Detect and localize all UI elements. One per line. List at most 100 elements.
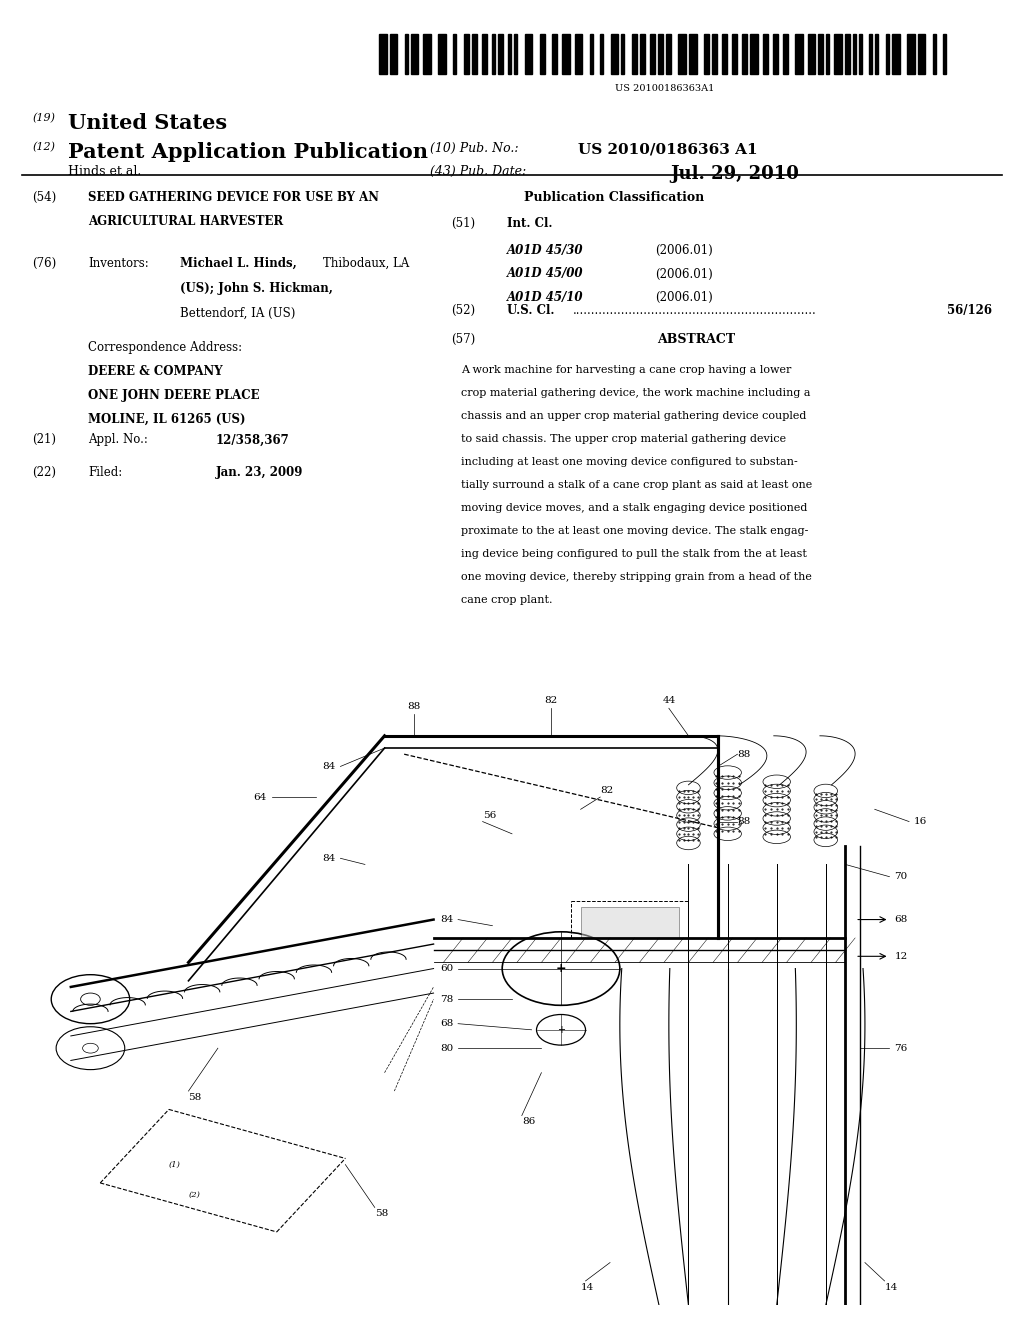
Text: (US); John S. Hickman,: (US); John S. Hickman, [180,282,333,294]
Text: one moving device, thereby stripping grain from a head of the: one moving device, thereby stripping gra… [461,573,812,582]
Text: A work machine for harvesting a cane crop having a lower: A work machine for harvesting a cane cro… [461,364,792,375]
Bar [640,34,645,74]
Text: crop material gathering device, the work machine including a: crop material gathering device, the work… [461,388,810,399]
Text: Hinds et al.: Hinds et al. [68,165,141,178]
Text: (76): (76) [32,257,56,269]
Text: (51): (51) [451,218,475,231]
Bar [773,34,777,74]
Bar [859,34,862,74]
Text: (19): (19) [32,114,55,124]
Bar [540,34,545,74]
Text: US 20100186363A1: US 20100186363A1 [615,84,715,94]
Text: (54): (54) [32,191,56,205]
Text: (2006.01): (2006.01) [655,268,713,280]
Bar [933,34,936,74]
Bar [650,34,655,74]
Bar [666,34,671,74]
Bar [622,34,625,74]
Text: Thibodaux, LA: Thibodaux, LA [324,257,410,269]
Bar [423,34,431,74]
Bar [464,34,469,74]
Text: chassis and an upper crop material gathering device coupled: chassis and an upper crop material gathe… [461,411,806,421]
Bar [482,34,487,74]
Bar [390,34,397,74]
Bar [454,34,457,74]
Bar [508,34,511,74]
Bar [689,34,696,74]
Text: A01D 45/30: A01D 45/30 [507,244,584,257]
Bar [892,34,899,74]
Bar [818,34,823,74]
Bar [657,34,663,74]
Bar [918,34,925,74]
Text: (2006.01): (2006.01) [655,292,713,304]
Bar [853,34,856,74]
Bar [796,34,803,74]
Bar [600,34,603,74]
Text: United States: United States [68,114,227,133]
Text: Filed:: Filed: [88,466,123,479]
Text: proximate to the at least one moving device. The stalk engag-: proximate to the at least one moving dev… [461,527,808,536]
Bar [826,34,829,74]
Text: Correspondence Address:: Correspondence Address: [88,342,243,354]
Text: tially surround a stalk of a cane crop plant as said at least one: tially surround a stalk of a cane crop p… [461,480,812,490]
Bar [562,34,569,74]
Text: A01D 45/10: A01D 45/10 [507,292,584,304]
Bar [411,34,419,74]
Text: ONE JOHN DEERE PLACE: ONE JOHN DEERE PLACE [88,388,260,401]
Bar [379,34,387,74]
Text: (43) Pub. Date:: (43) Pub. Date: [430,165,526,178]
Bar [552,34,557,74]
Bar [498,34,503,74]
Bar [705,34,709,74]
Bar [808,34,815,74]
Text: MOLINE, IL 61265 (US): MOLINE, IL 61265 (US) [88,412,246,425]
Bar [732,34,737,74]
Text: (21): (21) [32,433,56,446]
Text: (52): (52) [451,305,475,317]
Bar [782,34,787,74]
Text: moving device moves, and a stalk engaging device positioned: moving device moves, and a stalk engagin… [461,503,807,513]
Bar [869,34,872,74]
Bar [404,34,408,74]
Text: Jul. 29, 2010: Jul. 29, 2010 [671,165,799,182]
Bar [742,34,748,74]
Bar [514,34,517,74]
Text: (57): (57) [451,334,475,346]
Bar [632,34,637,74]
Text: A01D 45/00: A01D 45/00 [507,268,584,280]
Bar [524,34,532,74]
Text: Patent Application Publication: Patent Application Publication [68,143,428,162]
Bar [492,34,495,74]
Bar [574,34,583,74]
Text: ing device being configured to pull the stalk from the at least: ing device being configured to pull the … [461,549,807,560]
Bar [876,34,879,74]
Text: Inventors:: Inventors: [88,257,148,269]
Text: U.S. Cl.: U.S. Cl. [507,305,554,317]
Bar [722,34,727,74]
Bar [679,34,686,74]
Bar [712,34,717,74]
Text: Bettendorf, IA (US): Bettendorf, IA (US) [180,308,296,319]
Text: (12): (12) [32,143,55,153]
Bar [835,34,842,74]
Bar [590,34,593,74]
Bar [472,34,477,74]
Text: .................................................................: ........................................… [573,305,817,317]
Text: 12/358,367: 12/358,367 [216,433,290,446]
Bar [943,34,946,74]
Bar [610,34,618,74]
Text: Appl. No.:: Appl. No.: [88,433,148,446]
Text: (2006.01): (2006.01) [655,244,713,257]
Text: SEED GATHERING DEVICE FOR USE BY AN: SEED GATHERING DEVICE FOR USE BY AN [88,191,379,205]
Text: AGRICULTURAL HARVESTER: AGRICULTURAL HARVESTER [88,215,284,228]
Bar [751,34,758,74]
Text: ABSTRACT: ABSTRACT [656,334,735,346]
Text: US 2010/0186363 A1: US 2010/0186363 A1 [579,143,758,156]
Text: including at least one moving device configured to substan-: including at least one moving device con… [461,457,798,467]
Bar [886,34,889,74]
Text: cane crop plant.: cane crop plant. [461,595,552,606]
Text: Michael L. Hinds,: Michael L. Hinds, [180,257,297,269]
Bar [763,34,768,74]
Text: Int. Cl.: Int. Cl. [507,218,552,231]
